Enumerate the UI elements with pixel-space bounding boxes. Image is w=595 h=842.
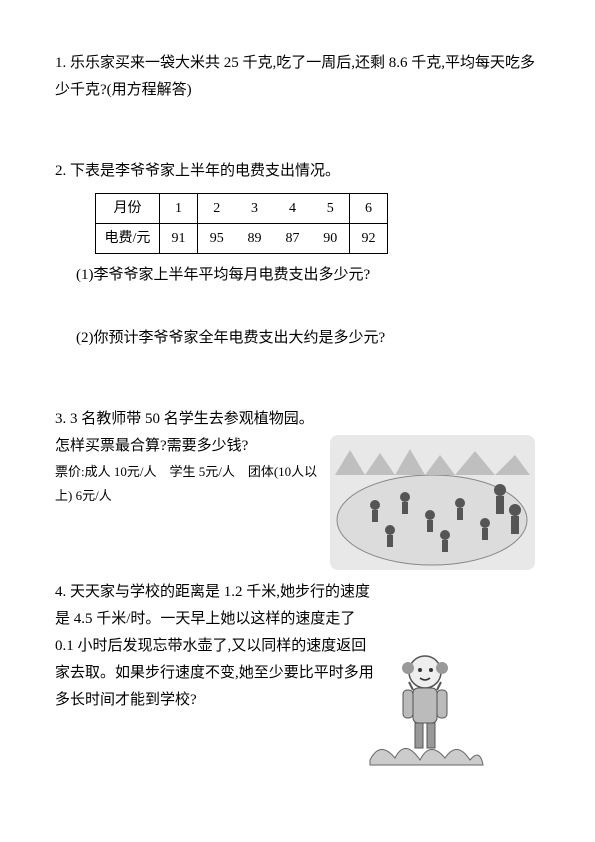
table-row: 月份 1 2 3 4 5 6 xyxy=(96,194,388,224)
row-label: 电费/元 xyxy=(96,224,160,254)
answer-space xyxy=(55,289,540,307)
answer-space xyxy=(55,352,540,370)
table-cell: 5 xyxy=(312,194,350,224)
answer-space xyxy=(55,307,540,325)
table-cell: 90 xyxy=(312,224,350,254)
row-label: 月份 xyxy=(96,194,160,224)
problem-3-note: 票价:成人 10元/人 学生 5元/人 团体(10人以上) 6元/人 xyxy=(55,460,325,507)
problem-1: 1. 乐乐家买来一袋大米共 25 千克,吃了一周后,还剩 8.6 千克,平均每天… xyxy=(55,50,540,140)
park-illustration xyxy=(330,435,535,570)
problem-2-sub1: (1)李爷爷家上半年平均每月电费支出多少元? xyxy=(55,262,540,289)
problem-2-sub2: (2)你预计李爷爷家全年电费支出大约是多少元? xyxy=(55,325,540,352)
table-cell: 89 xyxy=(236,224,274,254)
answer-space xyxy=(55,122,540,140)
electricity-table: 月份 1 2 3 4 5 6 电费/元 91 95 89 87 90 92 xyxy=(95,193,388,254)
children-park-icon xyxy=(330,435,535,570)
problem-1-text: 1. 乐乐家买来一袋大米共 25 千克,吃了一周后,还剩 8.6 千克,平均每天… xyxy=(55,50,540,104)
problem-3-text: 3. 3 名教师带 50 名学生去参观植物园。怎样买票最合算?需要多少钱? xyxy=(55,406,325,460)
table-row: 电费/元 91 95 89 87 90 92 xyxy=(96,224,388,254)
problem-2: 2. 下表是李爷爷家上半年的电费支出情况。 月份 1 2 3 4 5 6 电费/… xyxy=(55,158,540,388)
problem-4-text: 4. 天天家与学校的距离是 1.2 千米,她步行的速度是 4.5 千米/时。一天… xyxy=(55,579,375,714)
table-cell: 2 xyxy=(198,194,236,224)
table-cell: 91 xyxy=(160,224,198,254)
table-cell: 95 xyxy=(198,224,236,254)
table-cell: 92 xyxy=(350,224,388,254)
girl-walking-icon xyxy=(365,640,485,775)
table-cell: 87 xyxy=(274,224,312,254)
girl-illustration xyxy=(365,640,485,775)
table-cell: 4 xyxy=(274,194,312,224)
table-cell: 3 xyxy=(236,194,274,224)
answer-space xyxy=(55,104,540,122)
answer-space xyxy=(55,370,540,388)
table-cell: 6 xyxy=(350,194,388,224)
table-cell: 1 xyxy=(160,194,198,224)
problem-2-lead: 2. 下表是李爷爷家上半年的电费支出情况。 xyxy=(55,158,540,185)
